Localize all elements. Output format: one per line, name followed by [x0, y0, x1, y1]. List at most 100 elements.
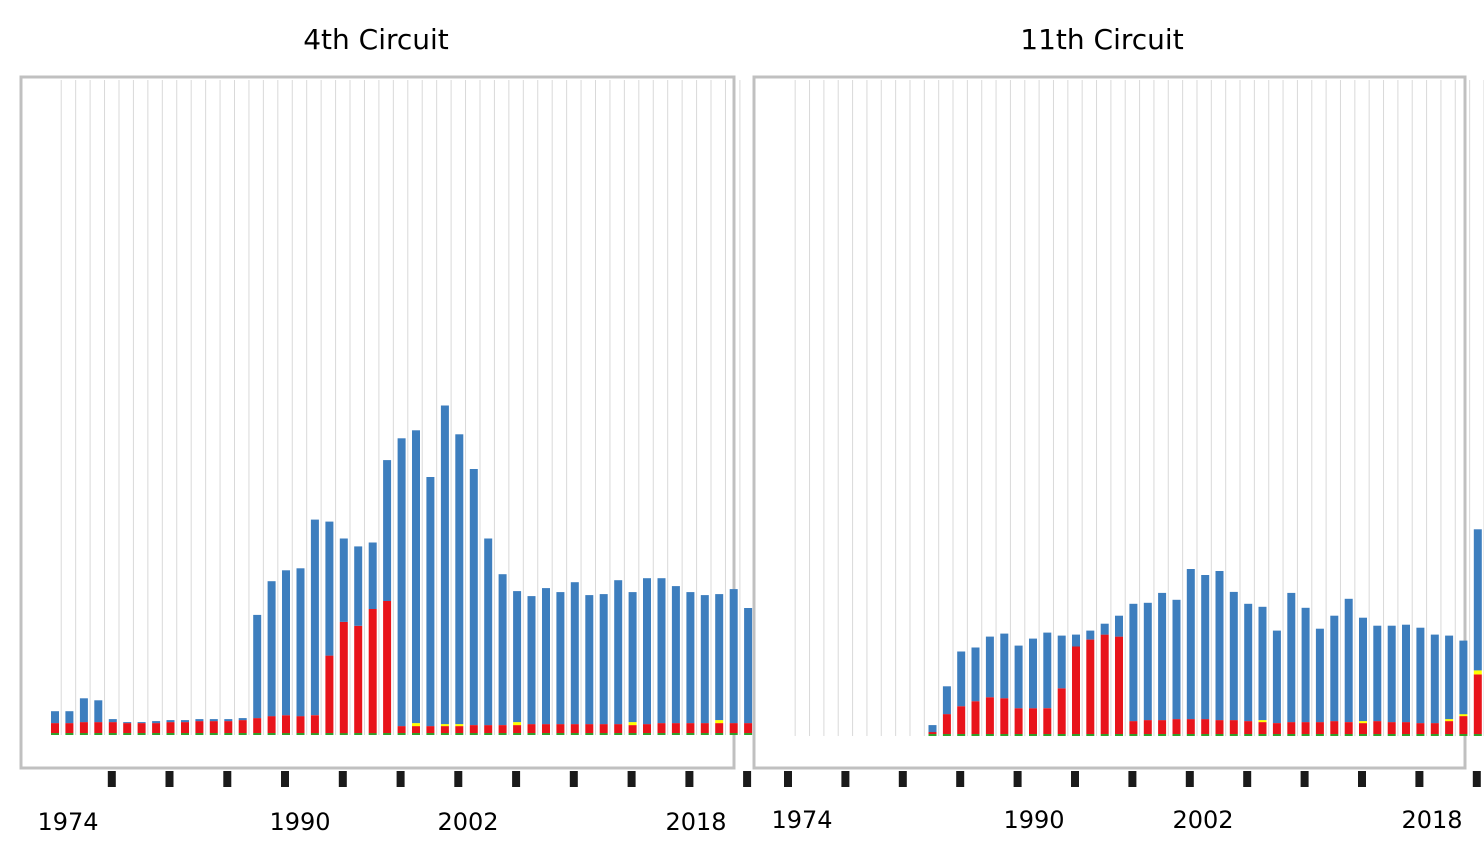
bar-segment-2016-s0: [715, 733, 724, 735]
bar-segment-1992-s0: [1100, 734, 1109, 736]
bar-segment-2010-s2: [1359, 721, 1367, 724]
bar-segment-1994-s1: [397, 726, 406, 733]
bar-segment-2017-s2: [1459, 714, 1468, 717]
bar-segment-1974-s1: [108, 722, 117, 733]
bar-segment-1973-s1: [94, 722, 103, 733]
x-tick-mark-1982: [956, 771, 965, 787]
bar-segment-2018-s0: [744, 733, 753, 735]
bar-segment-1997-s3: [440, 405, 449, 725]
bar-segment-2004-s0: [542, 733, 550, 735]
bar-segment-1985-s0: [1000, 734, 1009, 736]
bar-segment-2008-s1: [599, 724, 608, 733]
bar-segment-1978-s1: [166, 722, 175, 733]
x-tick-mark-1978: [165, 771, 174, 787]
bar-segment-1988-s3: [1043, 632, 1052, 709]
bar-segment-2001-s1: [498, 725, 507, 733]
bar-segment-2001-s3: [1229, 591, 1238, 721]
bar-segment-1983-s3: [971, 647, 980, 702]
bar-segment-1987-s0: [296, 733, 305, 735]
bar-segment-2007-s0: [585, 733, 594, 735]
bar-segment-2010-s0: [628, 733, 637, 735]
bar-segment-1990-s3: [1072, 634, 1080, 647]
bar-segment-2010-s1: [628, 725, 637, 733]
bar-segment-1988-s3: [310, 519, 319, 716]
plot-frame-4th-circuit: [19, 75, 736, 770]
bar-segment-1995-s3: [1143, 602, 1152, 721]
bar-segment-2018-s3: [1473, 529, 1482, 671]
bar-segment-1994-s1: [1129, 721, 1138, 734]
bar-segment-1997-s1: [1172, 719, 1181, 734]
x-tick-label-1990: 1990: [1003, 806, 1064, 834]
bar-segment-2015-s1: [1430, 723, 1439, 734]
bar-segment-2017-s3: [1459, 640, 1468, 715]
bar-segment-1983-s0: [971, 734, 980, 736]
bar-segment-2014-s0: [1416, 734, 1425, 736]
bar-segment-2012-s3: [1387, 625, 1396, 723]
bar-segment-2016-s2: [715, 720, 724, 724]
x-tick-label-1974: 1974: [771, 806, 832, 834]
bar-segment-2003-s1: [527, 724, 536, 733]
bar-segment-1997-s3: [1172, 599, 1181, 720]
x-tick-mark-2010: [627, 771, 636, 787]
gridlines-4th-circuit: [60, 80, 755, 735]
x-tick-mark-1994: [1128, 771, 1137, 787]
bar-segment-1990-s3: [339, 538, 348, 622]
bar-segment-2008-s0: [599, 733, 608, 735]
x-tick-label-2002: 2002: [437, 808, 498, 836]
bar-segment-1987-s3: [1029, 638, 1037, 709]
bar-segment-2014-s1: [1416, 723, 1425, 734]
bar-segment-1989-s0: [325, 733, 334, 735]
bar-segment-2002-s2: [513, 722, 522, 726]
bar-segment-1992-s0: [368, 733, 377, 735]
bar-segment-1981-s1: [942, 714, 951, 734]
bar-segment-1983-s3: [238, 718, 247, 721]
bar-segment-2014-s1: [686, 723, 695, 733]
bar-segment-2015-s1: [700, 723, 709, 733]
bar-segment-2008-s3: [1330, 615, 1339, 722]
bar-segment-1986-s3: [1014, 645, 1023, 709]
bar-segment-1976-s0: [137, 733, 146, 735]
bar-segment-2014-s0: [686, 733, 695, 735]
bar-segment-2007-s0: [1315, 734, 1324, 736]
bar-segment-1998-s2: [455, 724, 464, 727]
plot-frame-11th-circuit: [752, 75, 1467, 770]
bar-segment-2009-s0: [614, 733, 623, 735]
bar-segment-1991-s1: [1086, 639, 1095, 734]
bar-segment-2008-s3: [599, 594, 608, 725]
bar-segment-1982-s0: [224, 733, 233, 735]
bar-segment-2005-s0: [556, 733, 565, 735]
bar-segment-1980-s1: [928, 732, 937, 734]
bar-segment-1990-s0: [339, 733, 348, 735]
bar-segment-2000-s1: [484, 725, 493, 733]
bar-segment-2002-s3: [513, 591, 522, 723]
bar-segment-1981-s1: [209, 721, 218, 733]
bar-segment-1990-s0: [1072, 734, 1080, 736]
bar-segment-1984-s0: [253, 733, 262, 735]
bar-segment-2000-s3: [1215, 571, 1224, 721]
bar-segment-1984-s3: [985, 636, 994, 698]
bar-segment-2006-s1: [570, 724, 579, 733]
bar-segment-1976-s1: [137, 723, 146, 733]
bar-segment-1978-s0: [166, 733, 175, 735]
bar-segment-2011-s3: [643, 578, 651, 725]
bar-segment-2002-s0: [513, 733, 522, 735]
bar-segment-1999-s3: [1201, 575, 1210, 720]
bar-segment-2004-s3: [542, 588, 550, 725]
bar-segment-1979-s3: [181, 720, 189, 723]
bar-segment-1989-s1: [325, 655, 334, 733]
bar-segment-1994-s3: [397, 438, 406, 727]
bar-segment-2005-s0: [1287, 734, 1296, 736]
bar-segment-1988-s1: [310, 715, 319, 734]
bar-segment-1992-s3: [368, 542, 377, 609]
bar-segment-1987-s0: [1029, 734, 1037, 736]
bar-segment-1998-s0: [455, 733, 464, 735]
bar-segment-1984-s0: [985, 734, 994, 736]
bar-segment-2007-s3: [585, 595, 594, 725]
bar-segment-2001-s3: [498, 574, 507, 725]
bar-segment-2011-s0: [643, 733, 651, 735]
bar-segment-1984-s1: [985, 697, 994, 734]
bar-segment-1988-s0: [1043, 734, 1052, 736]
bars-11th-circuit: [928, 529, 1482, 736]
bar-segment-2016-s2: [1445, 719, 1454, 722]
bar-segment-1980-s1: [195, 721, 204, 733]
